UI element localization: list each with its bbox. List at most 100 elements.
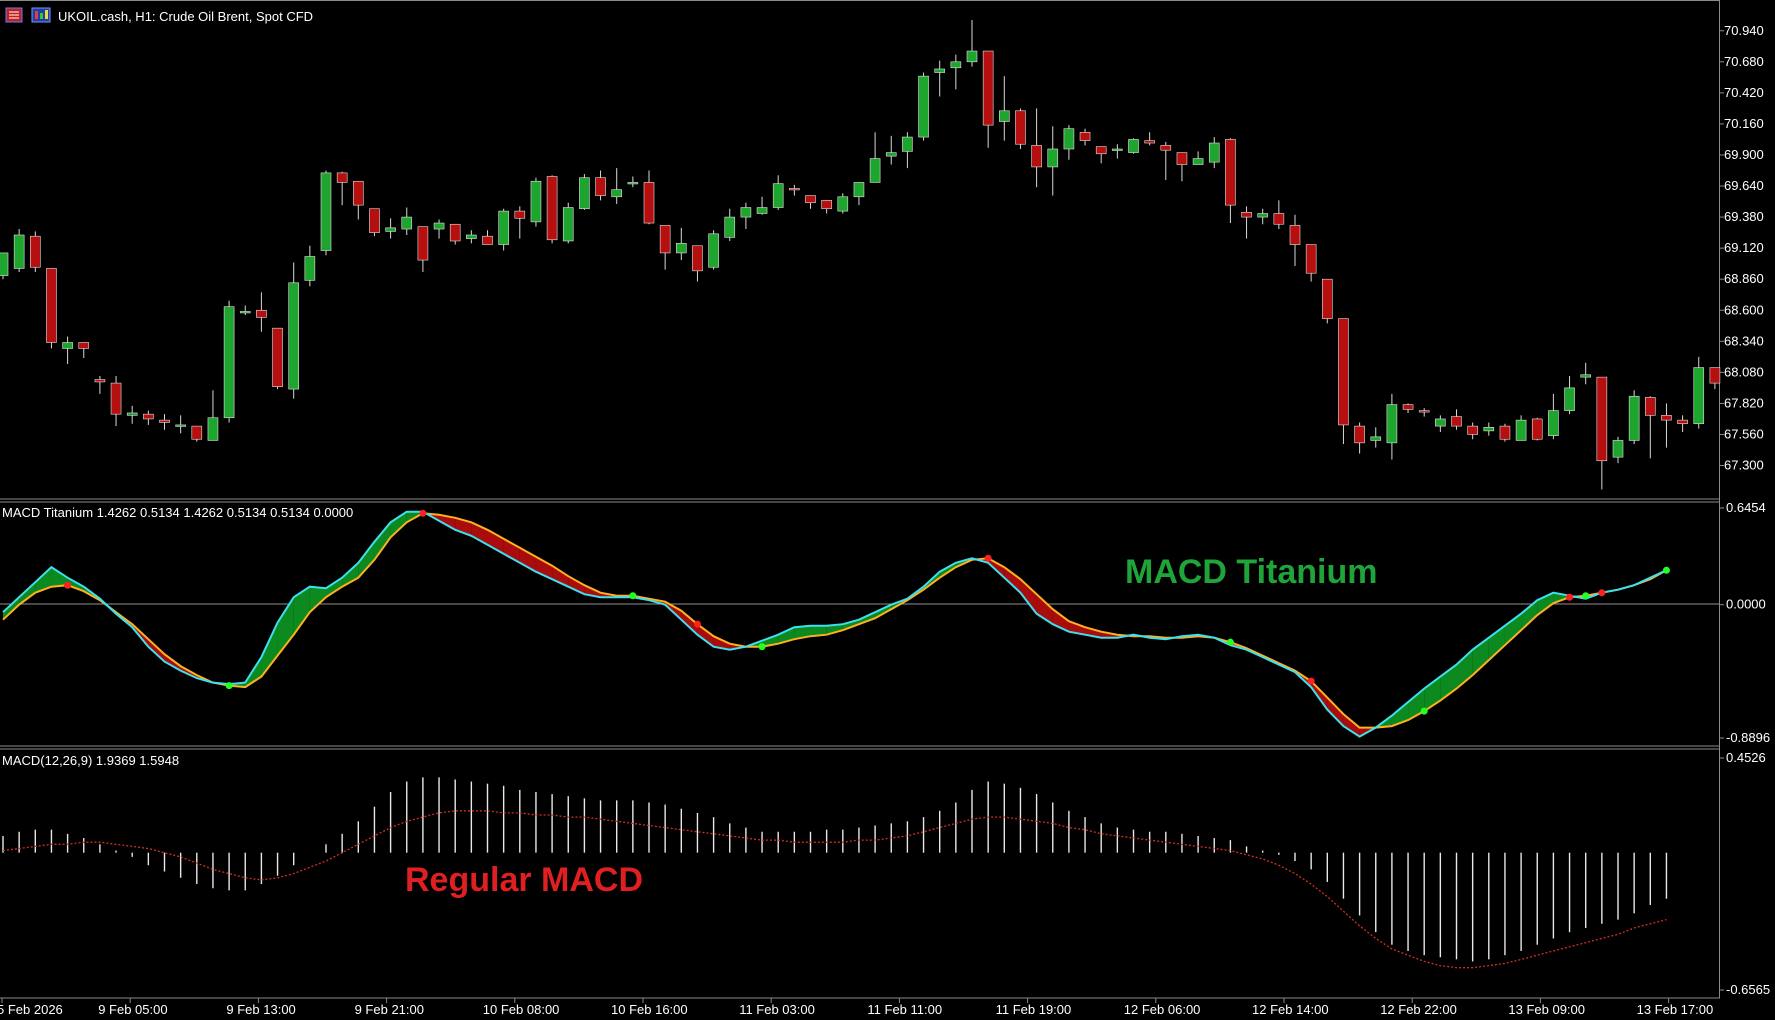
bull-candle — [885, 152, 897, 157]
bull-fill-segment — [67, 577, 84, 592]
titanium-tick-label: 0.0000 — [1726, 597, 1766, 612]
bear-candle — [821, 200, 832, 210]
bull-candle — [401, 216, 413, 230]
bull-fill-segment — [342, 562, 359, 587]
bear-candle — [1467, 425, 1478, 435]
bull-candle — [966, 50, 978, 63]
regular-overlay-label: Regular MACD — [405, 861, 643, 899]
bull-fill-segment — [3, 597, 20, 620]
chart-icon[interactable] — [31, 7, 51, 23]
bull-candle — [611, 189, 623, 198]
price-tick-label: 69.640 — [1724, 178, 1764, 193]
bull-candle — [1693, 367, 1705, 425]
buy-signal-dot — [1226, 638, 1234, 646]
bear-fill-segment — [519, 547, 536, 572]
bear-candle — [1677, 419, 1688, 425]
bull-candle — [1128, 139, 1139, 153]
titanium-indicator-label: MACD Titanium 1.4262 0.5134 1.4262 0.513… — [2, 505, 353, 520]
titanium-overlay-label: MACD Titanium — [1125, 553, 1377, 591]
sell-signal-dot — [1598, 589, 1606, 597]
time-tick-label: 11 Feb 11:00 — [867, 1002, 942, 1017]
time-axis: 5 Feb 2026 9 Feb 05:00 9 Feb 13:00 9 Feb 21… — [0, 998, 1713, 1017]
bear-candle — [595, 177, 606, 196]
bull-candle — [902, 136, 913, 152]
bear-candle — [1531, 418, 1543, 440]
bear-candle — [659, 225, 671, 254]
bear-candle — [336, 172, 348, 183]
bear-fill-segment — [568, 576, 585, 595]
bull-fill-segment — [374, 522, 391, 560]
bear-candle — [1596, 376, 1608, 462]
time-tick-label: 9 Feb 13:00 — [226, 1002, 295, 1017]
bear-candle — [692, 245, 703, 272]
buy-signal-dot — [1582, 592, 1590, 600]
bear-candle — [417, 226, 429, 261]
price-tick-label: 68.600 — [1724, 302, 1764, 317]
price-tick-label: 69.380 — [1724, 209, 1764, 224]
time-tick-label: 10 Feb 08:00 — [483, 1002, 560, 1017]
bear-candle — [46, 268, 57, 343]
bull-fill-segment — [326, 577, 343, 598]
time-tick-label: 11 Feb 19:00 — [996, 1002, 1072, 1017]
price-tick-label: 70.420 — [1724, 85, 1764, 100]
menu-icon[interactable] — [5, 7, 23, 23]
bear-candle — [94, 379, 106, 383]
bear-candle — [546, 176, 558, 241]
time-tick-label: 10 Feb 16:00 — [611, 1002, 688, 1017]
bear-fill-segment — [697, 624, 714, 647]
price-tick-label: 68.860 — [1724, 271, 1764, 286]
bear-candle — [1273, 213, 1285, 225]
sell-signal-dot — [984, 554, 992, 562]
regular-macd-series — [2, 777, 1668, 969]
bull-candle — [239, 311, 251, 314]
bear-candle — [1645, 397, 1656, 416]
bear-candle — [1241, 212, 1252, 218]
bull-fill-segment — [1521, 600, 1538, 631]
bull-candle — [1257, 213, 1268, 218]
bull-candle — [1564, 387, 1575, 411]
bull-candle — [837, 196, 849, 212]
bull-fill-segment — [794, 625, 811, 640]
sell-signal-dot — [64, 581, 72, 589]
bear-candle — [256, 309, 267, 318]
bear-fill-segment — [439, 514, 456, 530]
bull-fill-segment — [358, 541, 375, 578]
bull-candle — [466, 234, 477, 239]
price-tick-label: 70.940 — [1724, 23, 1764, 38]
bull-candle — [13, 234, 25, 269]
time-tick-label: 13 Feb 17:00 — [1637, 1002, 1714, 1017]
bull-candle — [320, 172, 332, 251]
time-tick-label: 11 Feb 03:00 — [739, 1002, 815, 1017]
time-tick-label: 13 Feb 09:00 — [1508, 1002, 1585, 1017]
bull-candle — [0, 252, 9, 276]
titanium-slow-line — [2, 512, 1667, 729]
bear-fill-segment — [148, 639, 165, 662]
bull-candle — [1548, 410, 1559, 436]
bull-fill-segment — [19, 582, 36, 605]
titanium-fast-line — [2, 510, 1667, 738]
symbol-title: UKOIL.cash, H1: Crude Oil Brent, Spot CF… — [58, 9, 313, 24]
sell-signal-dot — [1566, 593, 1574, 601]
bull-fill-segment — [261, 622, 278, 677]
buy-signal-dot — [1662, 566, 1670, 574]
bull-candle — [498, 210, 509, 245]
bull-candle — [724, 216, 736, 238]
bear-fill-segment — [1020, 579, 1037, 614]
titanium-axis: 0.6454 0.0000 -0.8896 — [1719, 500, 1770, 745]
bear-candle — [369, 208, 380, 233]
bull-fill-segment — [810, 625, 827, 637]
titanium-tick-label: 0.6454 — [1726, 500, 1766, 515]
bear-fill-segment — [1004, 567, 1021, 593]
bull-candle — [1047, 148, 1059, 168]
bear-candle — [1079, 131, 1091, 141]
price-tick-label: 68.080 — [1724, 364, 1764, 379]
bull-candle — [675, 243, 687, 254]
bull-fill-segment — [1391, 702, 1409, 727]
chart-frames — [0, 0, 1720, 999]
bear-candle — [643, 182, 655, 224]
bear-candle — [1418, 410, 1430, 413]
time-tick-label: 9 Feb 21:00 — [355, 1002, 424, 1017]
bull-candle — [1063, 128, 1075, 150]
bear-fill-segment — [503, 538, 520, 563]
